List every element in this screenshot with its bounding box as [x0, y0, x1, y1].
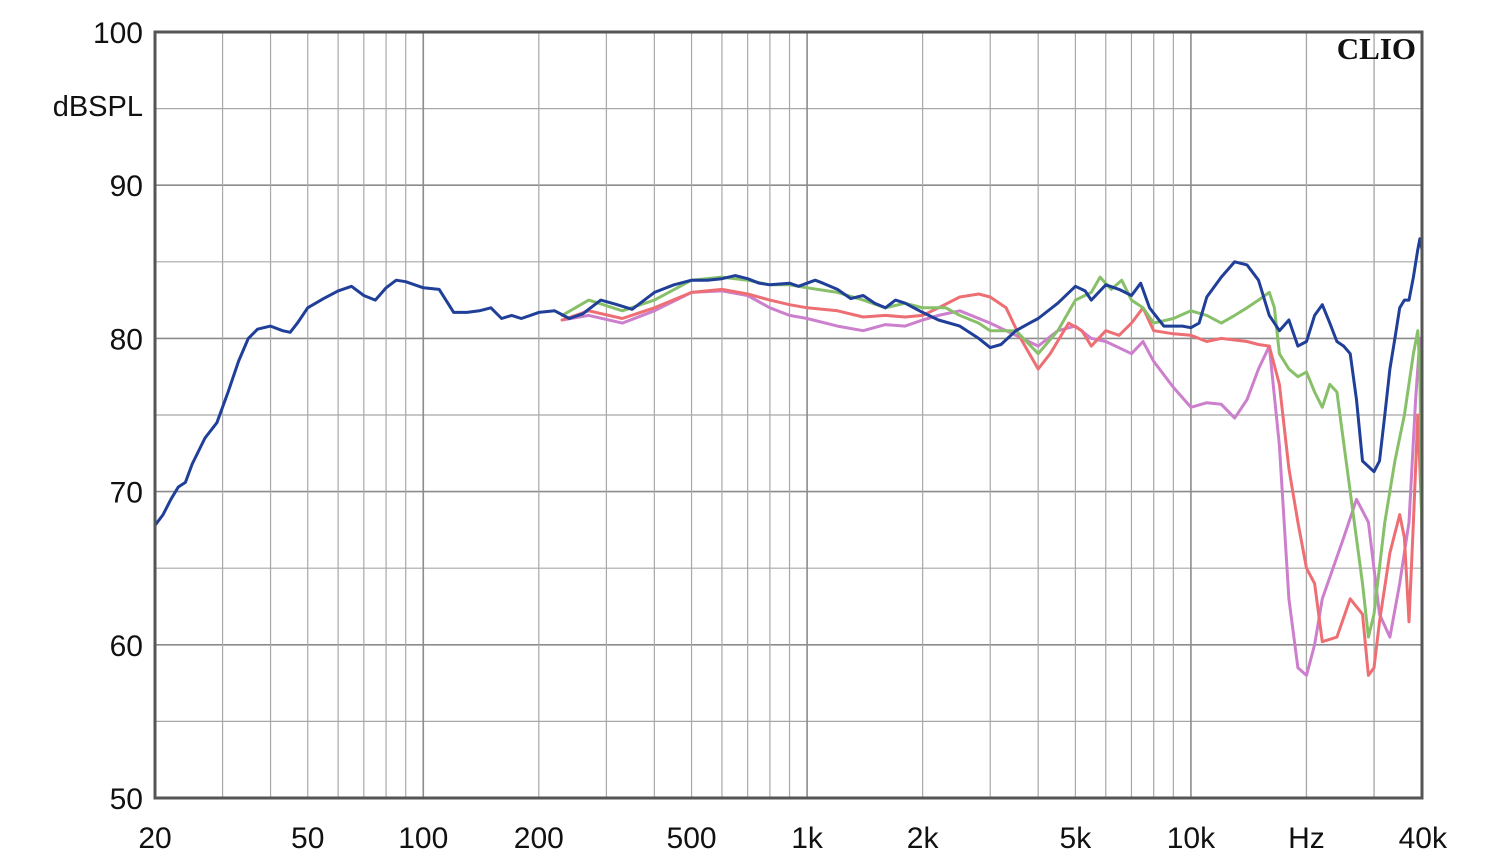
x-tick-label: 500 — [667, 822, 717, 855]
x-tick-label: Hz — [1288, 822, 1325, 855]
x-tick-label: 1k — [791, 822, 824, 855]
clio-brand-label: CLIO — [1337, 31, 1416, 66]
y-tick-label: 80 — [110, 323, 143, 356]
x-tick-label: 5k — [1060, 822, 1093, 855]
axis-labels: 50 60 70 80 90 100 20 50 100 200 500 1k 2k 5k 10k Hz 40k — [93, 17, 1448, 855]
x-tick-label: 50 — [291, 822, 324, 855]
y-tick-label: 60 — [110, 630, 143, 663]
y-tick-label: 100 — [93, 17, 143, 50]
series-line-3 — [560, 275, 1424, 639]
series-layer — [153, 237, 1424, 677]
y-tick-label: 70 — [110, 477, 143, 510]
y-tick-label: 90 — [110, 170, 143, 203]
y-tick-label: 50 — [110, 783, 143, 816]
x-tick-label: 100 — [398, 822, 448, 855]
y-axis-label: dBSPL — [53, 91, 143, 123]
x-tick-label: 10k — [1167, 822, 1216, 855]
x-tick-label: 200 — [514, 822, 564, 855]
x-tick-label: 20 — [138, 822, 171, 855]
series-line-2 — [560, 287, 1424, 677]
x-tick-label: 40k — [1399, 822, 1448, 855]
series-line-4 — [153, 237, 1424, 527]
plot-frame — [153, 30, 1424, 800]
x-tick-label: 2k — [907, 822, 940, 855]
